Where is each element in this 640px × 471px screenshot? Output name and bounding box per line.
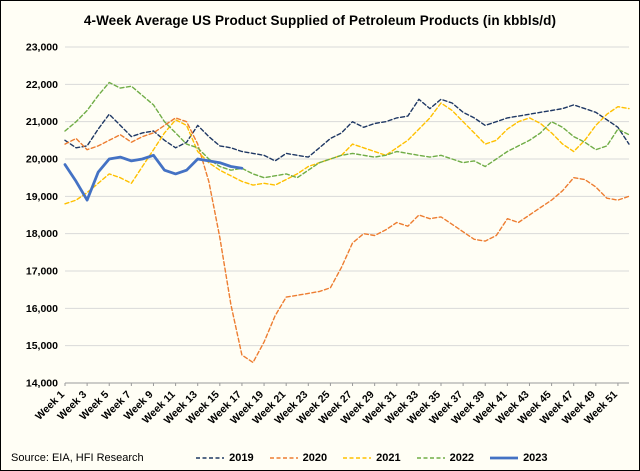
legend-item-2021: 2021 — [342, 452, 401, 464]
y-tick-label: 21,000 — [26, 116, 58, 128]
y-tick-label: 14,000 — [26, 378, 58, 390]
legend-label: 2022 — [449, 452, 475, 464]
legend-line-swatch-2023 — [490, 456, 519, 460]
legend-label: 2019 — [229, 452, 254, 464]
source-text: Source: EIA, HFI Research — [11, 452, 144, 464]
chart-title: 4-Week Average US Product Supplied of Pe… — [83, 13, 557, 28]
legend-label: 2020 — [302, 452, 328, 464]
chart-footer: Source: EIA, HFI Research 2019 2020 2021 20… — [11, 452, 629, 464]
y-tick-label: 23,000 — [26, 42, 58, 54]
y-tick-label: 16,000 — [26, 303, 58, 315]
y-tick-label: 18,000 — [26, 228, 58, 240]
legend-item-2023: 2023 — [489, 452, 548, 464]
legend: 2019 2020 2021 2022 2023 — [144, 452, 599, 464]
legend-line-swatch-2020 — [269, 457, 298, 459]
y-tick-label: 17,000 — [26, 266, 58, 278]
legend-line-swatch-2022 — [416, 457, 445, 459]
series-line-2022 — [64, 81, 630, 179]
y-tick-label: 15,000 — [26, 340, 58, 352]
series-line-2020 — [64, 117, 630, 364]
legend-label: 2021 — [376, 452, 401, 464]
y-tick-label: 20,000 — [26, 154, 58, 166]
legend-item-2019: 2019 — [195, 452, 254, 464]
legend-label: 2023 — [523, 452, 548, 464]
series-line-2021 — [64, 102, 630, 205]
legend-item-2020: 2020 — [269, 452, 327, 464]
y-tick-label: 22,000 — [26, 79, 58, 91]
legend-item-2022: 2022 — [416, 452, 474, 464]
series-line-2023 — [63, 153, 244, 202]
y-tick-label: 19,000 — [26, 191, 58, 203]
legend-line-swatch-2021 — [343, 457, 372, 459]
legend-line-swatch-2019 — [196, 457, 225, 459]
chart-plot: 14,000 15,000 16,000 17,000 18,000 19,000 20,0… — [26, 42, 630, 427]
series-line-2019 — [64, 98, 630, 162]
